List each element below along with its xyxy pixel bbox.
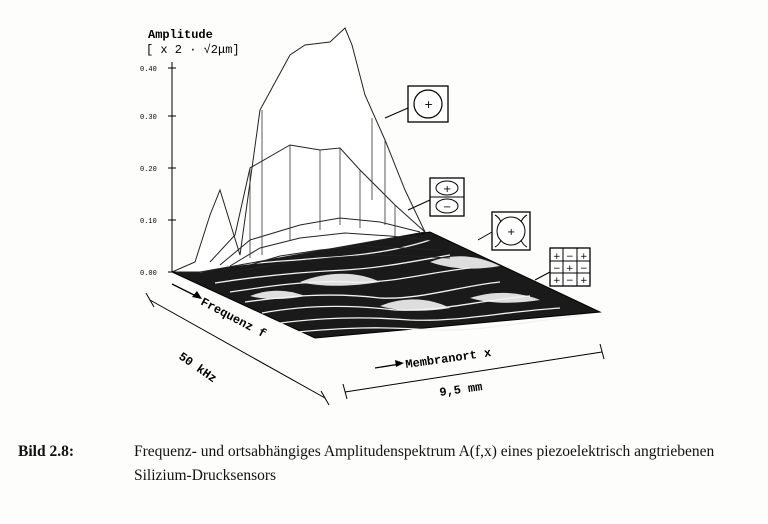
mode4-sign-5: − (580, 264, 588, 274)
y-tick-4: 0.40 (140, 66, 157, 74)
mode4-sign-7: − (566, 276, 574, 286)
x-arrow-head (395, 360, 404, 367)
mode1-icon: + (384, 85, 449, 123)
mode2-sign-top: + (443, 184, 451, 195)
y-tick-2: 0.20 (140, 166, 157, 174)
y-tick-1: 0.10 (140, 218, 157, 226)
x-axis-label: Membranort x (405, 346, 493, 372)
mode4-sign-6: + (553, 276, 561, 286)
mountain-sixth (244, 254, 451, 271)
mode3-icon: + (477, 211, 531, 251)
mode4-sign-8: + (580, 276, 588, 286)
caption-text: Frequenz- und ortsabhängiges Amplitudens… (134, 443, 715, 484)
mode4-sign-1: − (566, 252, 574, 262)
mode3-sign: + (507, 227, 515, 238)
mode2-sign-bottom: − (443, 202, 451, 213)
x-span-tick-b (599, 343, 605, 360)
mode1-sign: + (424, 98, 433, 111)
y-tick-3: 0.30 (140, 114, 157, 122)
x-span-label: 9,5 mm (439, 380, 484, 400)
freq-span-label: 50 kHz (176, 350, 219, 386)
mountain-main (171, 27, 426, 273)
caption-label: Bild 2.8: (18, 443, 74, 460)
freq-span-tick-b (320, 390, 330, 406)
freq-arrow-head (192, 291, 202, 299)
freq-span-tick-a (145, 292, 155, 308)
mode2-icon: + − (407, 177, 465, 217)
mode4-sign-0: + (553, 252, 561, 262)
y-axis-unit: [ x 2 · √2μm] (146, 43, 240, 57)
mountain-fourth (229, 232, 431, 267)
x-span-tick-a (342, 383, 348, 400)
amplitude-spectrum-figure: 0.00 0.10 0.20 0.30 0.40 Amplitude [ x 2… (140, 27, 605, 406)
floor-highlights (250, 256, 540, 311)
y-tick-0: 0.00 (140, 270, 157, 278)
mode4-icon: + − + − + − + − + (534, 247, 591, 287)
y-axis-title: Amplitude (148, 28, 213, 42)
freq-span-line (149, 299, 326, 399)
mode4-sign-4: + (566, 264, 574, 274)
mountain-fifth (239, 245, 441, 269)
x-span-line (344, 351, 603, 393)
y-axis-ticks (168, 67, 176, 273)
mountain-verticals (249, 110, 396, 258)
mode4-sign-2: + (580, 252, 588, 262)
mode4-sign-3: − (553, 264, 561, 274)
